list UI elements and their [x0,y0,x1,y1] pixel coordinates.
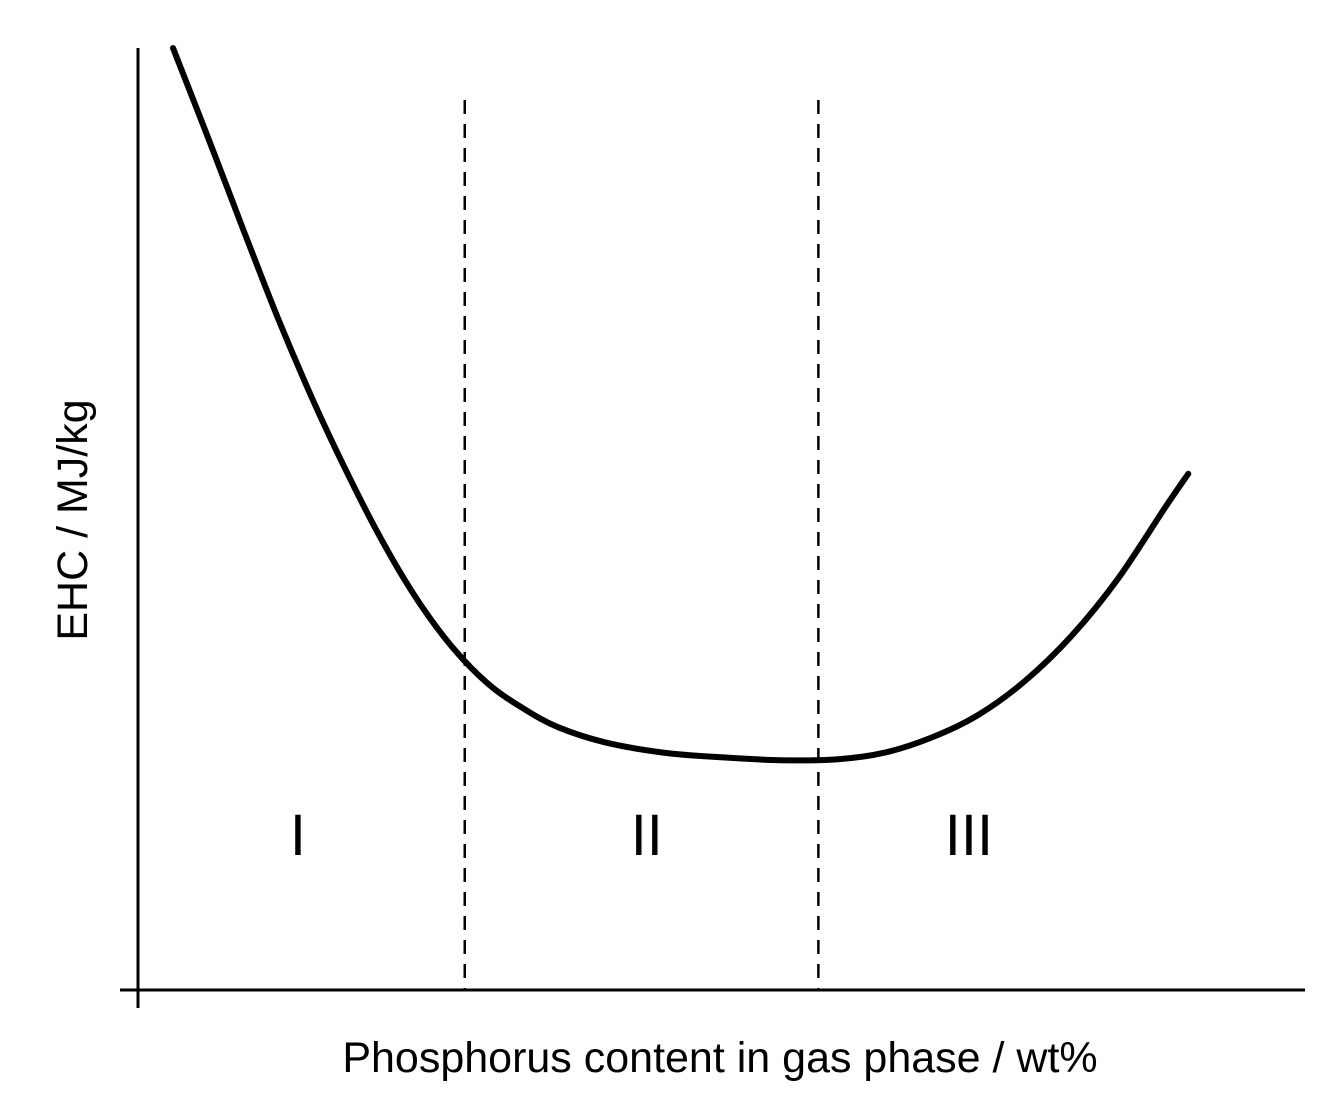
x-axis-label: Phosphorus content in gas phase / wt% [342,1034,1097,1082]
region-label-3: III [945,803,993,868]
y-axis-label: EHC / MJ/kg [49,399,97,640]
region-labels: I II III [290,803,993,868]
region-label-2: II [631,803,663,868]
region-dividers [463,100,820,990]
series-line [170,45,1192,764]
region-label-1: I [290,803,306,868]
